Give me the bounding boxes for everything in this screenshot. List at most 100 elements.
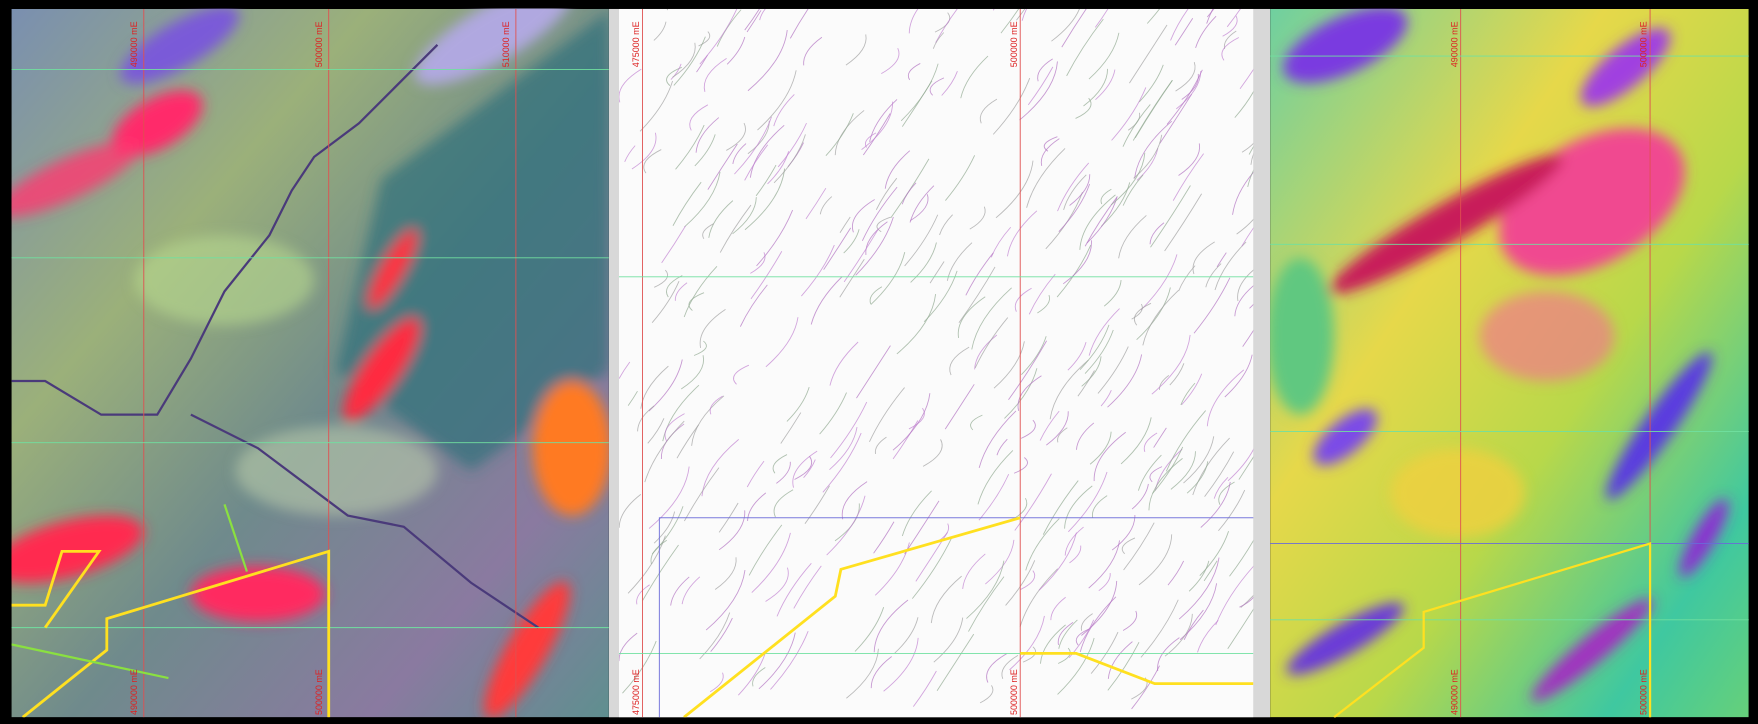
texture-stroke	[1075, 628, 1089, 646]
texture-stroke	[653, 21, 667, 41]
texture-stroke	[624, 145, 636, 162]
texture-stroke	[1170, 8, 1189, 41]
texture-stroke	[1133, 302, 1152, 326]
texture-stroke	[1005, 560, 1036, 606]
texture-stroke	[1007, 210, 1038, 257]
texture-stroke	[1167, 560, 1185, 586]
texture-stroke	[1242, 329, 1254, 347]
texture-stroke	[648, 466, 690, 529]
texture-stroke	[843, 229, 860, 254]
texture-stroke	[1180, 382, 1196, 406]
texture-stroke	[1164, 193, 1203, 252]
texture-stroke	[873, 521, 895, 554]
texture-stroke	[1134, 120, 1173, 179]
texture-stroke	[618, 68, 642, 103]
texture-stroke	[1118, 215, 1147, 259]
texture-stroke	[627, 535, 666, 594]
texture-stroke	[805, 187, 827, 220]
texture-stroke	[826, 495, 866, 556]
texture-stroke	[908, 407, 925, 430]
texture-stroke	[794, 456, 813, 480]
texture-stroke	[1057, 622, 1074, 646]
texture-stroke	[1152, 446, 1184, 494]
texture-stroke	[756, 209, 794, 267]
texture-stroke	[1159, 375, 1170, 390]
texture-stroke	[1083, 68, 1108, 107]
texture-stroke	[855, 216, 894, 276]
texture-stroke	[1234, 285, 1254, 317]
texture-stroke	[830, 401, 868, 459]
texture-stroke	[744, 8, 760, 31]
texture-stroke	[739, 284, 768, 327]
texture-stroke	[675, 124, 705, 170]
texture-stroke	[1178, 557, 1220, 620]
texture-stroke	[1133, 134, 1163, 179]
grid-label: 500000 mE	[314, 669, 324, 715]
texture-stroke	[825, 113, 854, 157]
texture-stroke	[1020, 419, 1036, 439]
texture-stroke	[1021, 8, 1028, 21]
texture-stroke	[979, 98, 998, 124]
texture-stroke	[664, 413, 685, 442]
texture-stroke	[1042, 480, 1079, 535]
texture-stroke	[789, 8, 809, 39]
texture-stroke	[1122, 104, 1151, 147]
grid-label: 500000 mE	[1639, 21, 1649, 67]
texture-stroke	[767, 151, 790, 185]
texture-stroke	[1103, 280, 1122, 307]
texture-stroke	[653, 511, 676, 544]
texture-stroke	[846, 648, 879, 699]
texture-stroke	[932, 32, 945, 49]
texture-stroke	[618, 632, 638, 662]
texture-stroke	[1095, 69, 1116, 101]
texture-stroke	[1239, 596, 1254, 608]
texture-stroke	[1014, 287, 1032, 312]
grid-label: 500000 mE	[1639, 669, 1649, 715]
texture-stroke	[1203, 560, 1218, 582]
panel-1: 490000 mE 500000 mE 510000 mE 490000 mE …	[11, 8, 609, 718]
texture-stroke	[1140, 254, 1178, 311]
texture-stroke	[865, 221, 888, 256]
texture-stroke	[1175, 61, 1196, 92]
texture-stroke	[1080, 613, 1093, 631]
texture-stroke	[732, 143, 747, 165]
texture-stroke	[1100, 389, 1112, 407]
texture-stroke	[1159, 93, 1193, 144]
texture-stroke	[758, 632, 796, 690]
texture-stroke	[684, 171, 721, 228]
texture-stroke	[1120, 417, 1152, 465]
texture-stroke	[1068, 471, 1108, 533]
texture-stroke	[639, 80, 674, 132]
texture-stroke	[726, 36, 746, 65]
texture-stroke	[1049, 359, 1089, 420]
texture-stroke	[910, 242, 937, 283]
texture-stroke	[734, 116, 772, 175]
texture-stroke	[876, 216, 891, 233]
texture-stroke	[862, 113, 891, 156]
texture-stroke	[1081, 356, 1102, 387]
texture-stroke	[907, 63, 921, 81]
texture-stroke	[747, 492, 767, 522]
texture-stroke	[618, 494, 642, 528]
texture-stroke	[709, 395, 723, 415]
texture-stroke	[1043, 136, 1058, 152]
texture-stroke	[1091, 495, 1108, 518]
grid-label: 500000 mE	[1009, 21, 1019, 67]
grid-label: 500000 mE	[314, 21, 324, 67]
texture-stroke	[1079, 596, 1117, 653]
texture-stroke	[627, 390, 638, 406]
texture-stroke	[1025, 518, 1060, 571]
texture-stroke	[1088, 540, 1120, 589]
texture-stroke	[1140, 599, 1179, 658]
texture-stroke	[1058, 619, 1078, 649]
texture-stroke	[1166, 69, 1203, 125]
texture-stroke	[1205, 263, 1222, 288]
panel-1-anomalies	[11, 8, 609, 718]
texture-stroke	[1058, 183, 1091, 232]
texture-stroke	[944, 384, 975, 430]
texture-stroke	[1137, 454, 1162, 491]
drainage	[11, 44, 539, 629]
texture-stroke	[1107, 641, 1140, 691]
texture-stroke	[912, 670, 937, 707]
texture-stroke	[726, 122, 746, 151]
